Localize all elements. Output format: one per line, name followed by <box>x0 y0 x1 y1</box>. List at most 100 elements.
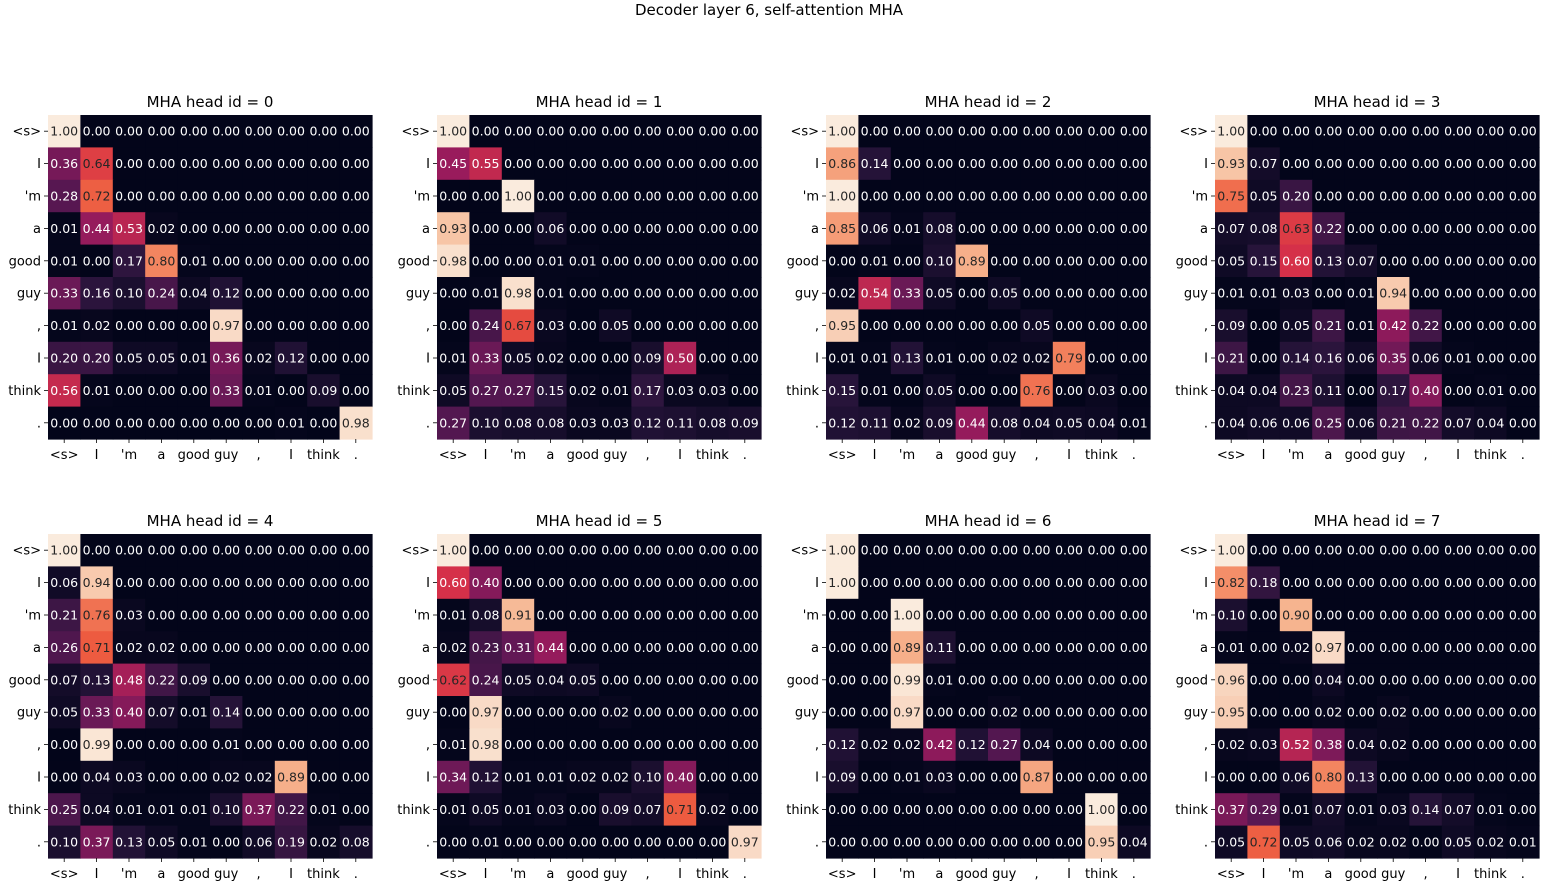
heatmap-cell <box>501 598 535 632</box>
cell-value-label: 0.00 <box>472 189 500 204</box>
heatmap-cell <box>437 566 470 600</box>
heatmap-cell <box>112 760 146 794</box>
cell-value-label: 0.00 <box>342 543 370 558</box>
cell-value-label: 0.01 <box>504 802 532 817</box>
cell-value-label: 0.00 <box>1055 189 1083 204</box>
cell-value-label: 0.00 <box>342 383 370 398</box>
cell-value-label: 0.00 <box>1120 124 1148 139</box>
cell-value-label: 0.64 <box>83 156 111 171</box>
heatmap-cell <box>339 696 373 729</box>
cell-value-label: 0.00 <box>245 640 273 655</box>
cell-value-label: 0.00 <box>115 415 143 430</box>
heatmap-cell <box>177 825 211 859</box>
heatmap-cell <box>534 696 568 729</box>
cell-value-label: 0.00 <box>698 189 726 204</box>
x-tick-label: guy <box>992 448 1016 463</box>
heatmap-cell <box>1441 115 1475 148</box>
heatmap-cell <box>80 663 114 697</box>
cell-value-label: 0.04 <box>83 770 111 785</box>
heatmap-cell <box>890 598 924 632</box>
cell-value-label: 0.00 <box>1087 286 1115 301</box>
cell-value-label: 0.00 <box>1023 640 1051 655</box>
heatmap-cell <box>437 147 470 181</box>
cell-value-label: 0.00 <box>1120 156 1148 171</box>
heatmap-cell <box>501 793 535 827</box>
cell-value-label: 0.00 <box>180 737 208 752</box>
heatmap-cell <box>177 244 211 278</box>
cell-value-label: 0.00 <box>1444 156 1472 171</box>
cell-value-label: 0.06 <box>861 221 889 236</box>
cell-value-label: 0.00 <box>1087 189 1115 204</box>
cell-value-label: 0.75 <box>1217 189 1245 204</box>
heatmap-cell <box>339 147 373 181</box>
cell-value-label: 0.04 <box>1120 834 1148 849</box>
panel-title: MHA head id = 0 <box>147 93 274 111</box>
cell-value-label: 0.00 <box>147 770 175 785</box>
y-tick-label: guy <box>795 706 819 721</box>
heatmap-cell <box>696 341 730 375</box>
heatmap-cell <box>339 374 373 408</box>
cell-value-label: 0.00 <box>958 351 986 366</box>
y-tick-label: I <box>37 771 41 786</box>
heatmap-cell <box>599 309 632 343</box>
cell-value-label: 0.00 <box>1087 221 1115 236</box>
cell-value-label: 0.00 <box>731 575 759 590</box>
cell-value-label: 0.02 <box>536 351 564 366</box>
cell-value-label: 0.02 <box>245 770 273 785</box>
cell-value-label: 0.00 <box>309 286 337 301</box>
heatmap-cell <box>663 406 697 440</box>
cell-value-label: 0.05 <box>1023 318 1051 333</box>
heatmap-cell <box>599 534 632 567</box>
cell-value-label: 0.02 <box>1476 834 1504 849</box>
heatmap-cell <box>339 406 373 440</box>
y-tick-label: a <box>33 641 41 656</box>
cell-value-label: 0.00 <box>245 221 273 236</box>
cell-value-label: 0.36 <box>212 351 240 366</box>
cell-value-label: 0.00 <box>83 543 111 558</box>
heatmap-cell <box>48 598 81 632</box>
cell-value-label: 0.24 <box>472 672 500 687</box>
cell-value-label: 0.14 <box>1412 802 1440 817</box>
cell-value-label: 0.19 <box>277 834 305 849</box>
cell-value-label: 0.00 <box>990 834 1018 849</box>
cell-value-label: 0.00 <box>698 608 726 623</box>
heatmap-cell <box>534 760 568 794</box>
cell-value-label: 0.00 <box>1444 608 1472 623</box>
cell-value-label: 0.85 <box>828 221 856 236</box>
cell-value-label: 0.01 <box>1347 318 1375 333</box>
heatmap-cell <box>339 793 373 827</box>
cell-value-label: 0.00 <box>1055 318 1083 333</box>
heatmap-cell <box>566 566 600 600</box>
y-tick-label: . <box>426 835 430 850</box>
heatmap-cell <box>988 793 1021 827</box>
heatmap-cell <box>501 244 535 278</box>
cell-value-label: 0.12 <box>828 415 856 430</box>
cell-value-label: 0.00 <box>634 575 662 590</box>
panel-title: MHA head id = 6 <box>925 512 1052 530</box>
cell-value-label: 0.00 <box>1023 286 1051 301</box>
heatmap-cell <box>1052 309 1086 343</box>
heatmap-cell <box>469 179 503 213</box>
cell-value-label: 0.01 <box>83 383 111 398</box>
y-tick-label: guy <box>795 287 819 302</box>
x-tick-label: I <box>1067 867 1071 882</box>
heatmap-cell <box>534 341 568 375</box>
heatmap-cell <box>1020 179 1054 213</box>
heatmap-cell <box>48 147 81 181</box>
heatmap-cell <box>599 566 632 600</box>
heatmap-cell <box>988 598 1021 632</box>
heatmap-cell <box>1085 277 1119 310</box>
cell-value-label: 0.00 <box>634 286 662 301</box>
heatmap-cell <box>1409 341 1443 375</box>
cell-value-label: 0.17 <box>1379 383 1407 398</box>
heatmap-cell <box>1052 663 1086 697</box>
heatmap-cell <box>80 825 114 859</box>
heatmap-cell <box>1474 277 1508 310</box>
cell-value-label: 0.00 <box>212 189 240 204</box>
cell-value-label: 0.13 <box>1314 253 1342 268</box>
cell-value-label: 0.37 <box>83 834 111 849</box>
x-tick-label: I <box>678 867 682 882</box>
x-tick-label: I <box>1067 448 1071 463</box>
cell-value-label: 0.02 <box>1282 640 1310 655</box>
cell-value-label: 0.00 <box>277 286 305 301</box>
